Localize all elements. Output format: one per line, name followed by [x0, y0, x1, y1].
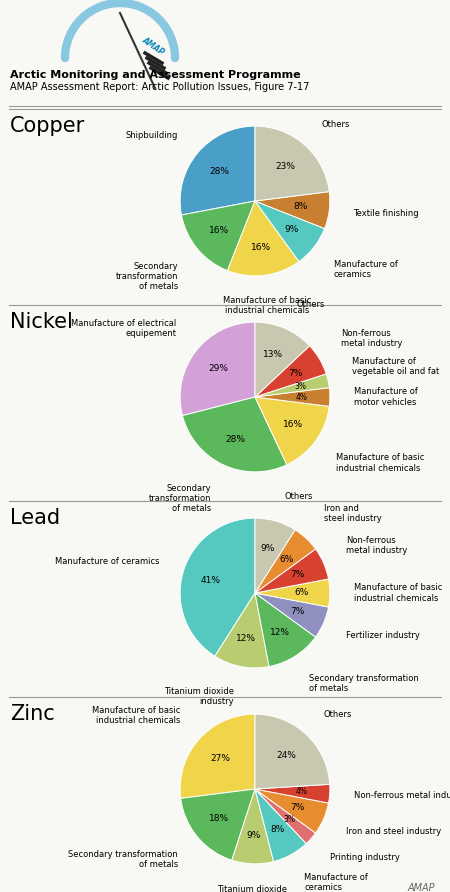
Text: Secondary transformation
of metals: Secondary transformation of metals: [68, 850, 178, 870]
Wedge shape: [255, 374, 329, 397]
Text: Secondary
transformation
of metals: Secondary transformation of metals: [148, 483, 211, 513]
Text: Non-ferrous
metal industry: Non-ferrous metal industry: [341, 329, 402, 348]
Wedge shape: [180, 126, 255, 215]
Wedge shape: [255, 388, 330, 407]
Wedge shape: [180, 322, 255, 416]
Text: 27%: 27%: [210, 754, 230, 763]
Text: Printing industry: Printing industry: [330, 853, 400, 862]
Text: 9%: 9%: [246, 831, 261, 840]
Text: Others: Others: [324, 710, 352, 719]
Text: 16%: 16%: [251, 243, 271, 252]
Wedge shape: [255, 789, 328, 833]
Text: AMAP Assessment Report: Arctic Pollution Issues, Figure 7-17: AMAP Assessment Report: Arctic Pollution…: [10, 82, 310, 92]
Wedge shape: [181, 789, 255, 860]
Text: Others: Others: [285, 491, 313, 500]
Text: Secondary transformation
of metals: Secondary transformation of metals: [310, 674, 419, 693]
Text: 16%: 16%: [283, 420, 302, 429]
Wedge shape: [227, 201, 299, 276]
Text: Manufacture of basic
industrial chemicals: Manufacture of basic industrial chemical…: [336, 453, 424, 473]
Text: 7%: 7%: [290, 607, 305, 616]
Text: Nickel: Nickel: [10, 312, 73, 332]
Text: 12%: 12%: [270, 628, 290, 637]
Text: 8%: 8%: [294, 202, 308, 211]
Wedge shape: [232, 789, 274, 863]
Text: Arctic Monitoring and Assessment Programme: Arctic Monitoring and Assessment Program…: [10, 70, 301, 80]
Wedge shape: [255, 593, 315, 666]
Text: Shipbuilding: Shipbuilding: [126, 131, 178, 140]
Wedge shape: [180, 518, 255, 657]
Text: Copper: Copper: [10, 116, 85, 136]
Wedge shape: [255, 192, 330, 228]
Text: 7%: 7%: [288, 369, 302, 378]
Wedge shape: [255, 784, 330, 803]
Text: 41%: 41%: [200, 575, 220, 584]
Wedge shape: [181, 201, 255, 270]
Text: Manufacture of basic
industrial chemicals: Manufacture of basic industrial chemical…: [354, 583, 442, 602]
Text: 9%: 9%: [284, 225, 299, 234]
Wedge shape: [255, 518, 295, 593]
Text: Others: Others: [296, 300, 324, 309]
Text: 24%: 24%: [277, 751, 297, 760]
Wedge shape: [255, 397, 329, 465]
Text: Manufacture of electrical
equipement: Manufacture of electrical equipement: [71, 319, 176, 338]
Text: 4%: 4%: [295, 788, 307, 797]
Text: Manufacture of
ceramics: Manufacture of ceramics: [304, 873, 368, 892]
Text: 12%: 12%: [236, 634, 256, 643]
Text: 8%: 8%: [270, 825, 284, 834]
Text: 4%: 4%: [296, 392, 307, 401]
Text: Manufacture of basic
industrial chemicals: Manufacture of basic industrial chemical…: [223, 296, 311, 316]
Wedge shape: [255, 549, 328, 593]
Text: Fertilizer industry: Fertilizer industry: [346, 632, 420, 640]
Wedge shape: [255, 789, 315, 844]
Text: 3%: 3%: [284, 815, 296, 824]
Wedge shape: [180, 714, 255, 798]
Wedge shape: [255, 593, 328, 637]
Text: Manufacture of
motor vehicles: Manufacture of motor vehicles: [354, 387, 418, 407]
Wedge shape: [255, 789, 306, 862]
Text: 9%: 9%: [261, 544, 275, 553]
Wedge shape: [255, 201, 324, 261]
Wedge shape: [182, 397, 287, 472]
Text: AMAP: AMAP: [140, 35, 166, 57]
Text: Lead: Lead: [10, 508, 60, 528]
Text: Iron and
steel industry: Iron and steel industry: [324, 504, 382, 523]
Text: 23%: 23%: [276, 161, 296, 170]
Text: Others: Others: [321, 120, 350, 129]
Wedge shape: [255, 579, 330, 607]
Text: Non-ferrous
metal industry: Non-ferrous metal industry: [346, 536, 408, 555]
Text: Textile finishing: Textile finishing: [353, 209, 419, 218]
Wedge shape: [255, 126, 329, 201]
Wedge shape: [215, 593, 269, 668]
Text: Manufacture of
ceramics: Manufacture of ceramics: [334, 260, 398, 279]
Text: 18%: 18%: [209, 814, 230, 823]
Text: 29%: 29%: [208, 364, 228, 373]
Text: 7%: 7%: [290, 570, 305, 579]
Text: Zinc: Zinc: [10, 704, 55, 724]
Text: Manufacture of
vegetable oil and fat: Manufacture of vegetable oil and fat: [352, 357, 439, 376]
Text: Manufacture of ceramics: Manufacture of ceramics: [55, 558, 160, 566]
Text: AMAP: AMAP: [408, 883, 435, 892]
Text: 6%: 6%: [294, 589, 309, 598]
Wedge shape: [255, 530, 315, 593]
Text: Non-ferrous metal industry: Non-ferrous metal industry: [354, 790, 450, 799]
Text: Titanium dioxide
industry: Titanium dioxide industry: [164, 688, 234, 706]
Wedge shape: [255, 346, 326, 397]
Text: Manufacture of basic
industrial chemicals: Manufacture of basic industrial chemical…: [92, 706, 180, 725]
Text: 28%: 28%: [225, 434, 245, 443]
Text: Titanium dioxide
industry: Titanium dioxide industry: [217, 885, 287, 892]
Text: 13%: 13%: [263, 350, 284, 359]
Text: 28%: 28%: [209, 167, 229, 176]
Text: 7%: 7%: [290, 803, 305, 812]
Text: Secondary
transformation
of metals: Secondary transformation of metals: [116, 262, 178, 292]
Wedge shape: [255, 322, 310, 397]
Text: 16%: 16%: [209, 226, 230, 235]
Text: 3%: 3%: [294, 383, 306, 392]
Text: Iron and steel industry: Iron and steel industry: [346, 827, 441, 836]
Wedge shape: [255, 714, 330, 789]
Text: 6%: 6%: [279, 555, 294, 564]
